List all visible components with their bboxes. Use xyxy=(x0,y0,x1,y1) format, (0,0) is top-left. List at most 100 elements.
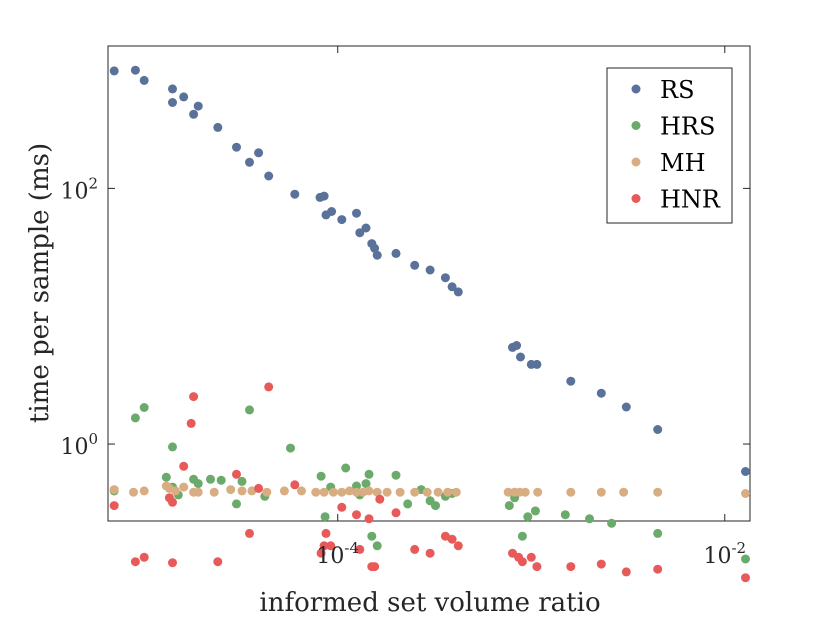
point-hnr-0 xyxy=(109,501,119,511)
point-rs-25 xyxy=(391,248,401,258)
legend-marker-hnr xyxy=(631,194,641,203)
point-hrs-35 xyxy=(517,531,527,541)
point-hrs-42 xyxy=(741,554,750,564)
point-hnr-11 xyxy=(245,528,254,538)
point-hnr-36 xyxy=(532,562,542,572)
point-hrs-27 xyxy=(403,499,413,509)
point-hnr-17 xyxy=(321,528,331,538)
data-points xyxy=(109,65,750,583)
point-rs-1 xyxy=(130,65,140,75)
legend-label-mh: MH xyxy=(660,149,706,177)
y-tick-label-1: 102 xyxy=(60,174,98,204)
point-mh-18 xyxy=(328,487,338,497)
x-tick-label-base: 10 xyxy=(316,544,344,569)
point-rs-18 xyxy=(337,215,347,225)
point-hrs-11 xyxy=(232,499,241,509)
point-mh-27 xyxy=(410,487,420,497)
point-hnr-5 xyxy=(168,558,177,568)
point-hrs-38 xyxy=(560,510,570,520)
legend-label-rs: RS xyxy=(660,76,695,104)
point-hnr-24 xyxy=(370,562,380,572)
point-rs-3 xyxy=(168,84,177,94)
point-hrs-23 xyxy=(364,469,374,479)
point-hnr-21 xyxy=(355,544,365,554)
point-hnr-40 xyxy=(653,564,663,574)
point-hnr-1 xyxy=(130,557,140,567)
point-hnr-26 xyxy=(391,508,401,518)
point-hnr-7 xyxy=(186,418,196,428)
point-rs-35 xyxy=(532,359,542,369)
point-mh-16 xyxy=(311,487,321,497)
point-hnr-16 xyxy=(319,541,329,551)
point-mh-8 xyxy=(193,487,203,497)
legend-marker-rs xyxy=(631,84,641,94)
point-hrs-41 xyxy=(653,528,663,538)
point-hnr-37 xyxy=(566,562,576,572)
point-mh-37 xyxy=(566,487,576,497)
point-rs-21 xyxy=(361,223,371,233)
point-mh-9 xyxy=(209,487,219,497)
point-mh-35 xyxy=(520,487,530,497)
point-hnr-10 xyxy=(232,469,241,479)
point-hrs-22 xyxy=(361,479,371,489)
x-tick-label-base: 10 xyxy=(703,544,731,569)
y-axis-label: time per sample (ms) xyxy=(25,143,55,423)
point-rs-39 xyxy=(653,425,663,434)
point-hrs-8 xyxy=(193,479,203,489)
point-hrs-20 xyxy=(352,481,361,491)
point-hrs-4 xyxy=(168,442,177,452)
point-mh-41 xyxy=(741,489,750,498)
point-rs-38 xyxy=(621,402,631,412)
point-mh-29 xyxy=(433,487,443,497)
point-mh-10 xyxy=(226,485,236,495)
point-rs-27 xyxy=(425,265,435,275)
point-mh-6 xyxy=(179,482,189,492)
point-mh-17 xyxy=(319,487,329,497)
point-rs-11 xyxy=(254,148,264,158)
point-mh-39 xyxy=(619,487,629,497)
point-mh-11 xyxy=(237,486,247,496)
point-hrs-2 xyxy=(139,403,149,412)
point-mh-0 xyxy=(109,485,119,495)
point-hrs-16 xyxy=(316,471,326,481)
point-hnr-30 xyxy=(447,534,457,544)
point-rs-13 xyxy=(290,189,300,199)
point-rs-15 xyxy=(319,191,329,201)
y-tick-label-0: 100 xyxy=(60,430,98,460)
point-rs-7 xyxy=(193,101,203,111)
point-rs-28 xyxy=(440,273,450,283)
point-rs-17 xyxy=(327,207,337,216)
legend-box xyxy=(606,67,733,224)
point-hrs-10 xyxy=(216,475,226,485)
x-tick-label-exponent: -4 xyxy=(344,539,359,557)
legend: RS HRS MH HNR xyxy=(606,67,733,224)
x-tick-label-1: 10-2 xyxy=(703,539,746,569)
point-hnr-2 xyxy=(139,552,149,562)
point-mh-23 xyxy=(364,486,374,496)
y-tick-label-exponent: 2 xyxy=(88,174,98,192)
point-rs-33 xyxy=(516,352,525,362)
point-hnr-29 xyxy=(440,531,450,541)
point-rs-12 xyxy=(264,171,274,181)
point-hnr-31 xyxy=(453,541,463,551)
point-hnr-39 xyxy=(621,567,631,577)
point-hrs-24 xyxy=(367,531,377,541)
point-hnr-13 xyxy=(264,382,274,392)
point-mh-38 xyxy=(596,487,606,497)
point-mh-24 xyxy=(372,487,382,497)
point-mh-14 xyxy=(279,486,289,496)
point-hrs-26 xyxy=(391,470,401,480)
legend-label-hrs: HRS xyxy=(660,113,715,141)
point-hrs-9 xyxy=(206,474,215,484)
point-hrs-36 xyxy=(523,512,533,522)
point-mh-5 xyxy=(170,486,180,496)
point-mh-28 xyxy=(422,487,432,497)
point-hnr-41 xyxy=(741,573,750,583)
point-hrs-30 xyxy=(431,501,440,511)
point-hrs-25 xyxy=(372,541,382,551)
point-hnr-34 xyxy=(517,557,527,567)
legend-label-hnr: HNR xyxy=(660,186,721,214)
point-rs-26 xyxy=(410,260,420,270)
point-hnr-8 xyxy=(189,392,199,402)
point-hrs-1 xyxy=(130,413,140,423)
